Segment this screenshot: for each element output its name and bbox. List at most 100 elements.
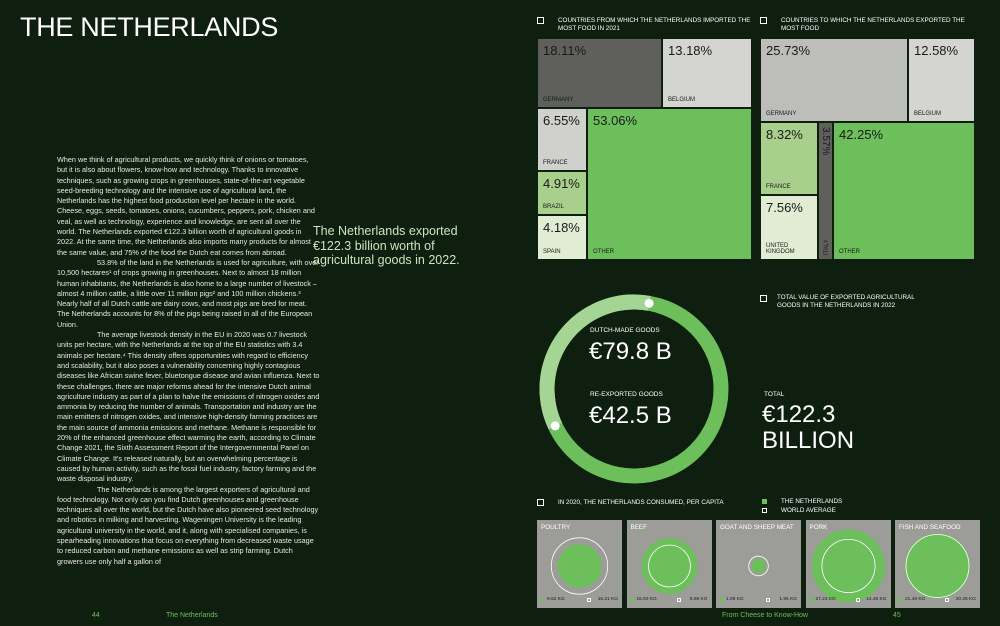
page-number: 44	[92, 612, 100, 619]
donut-marker	[550, 421, 560, 431]
cell-label: UNITED KINGDOM	[766, 243, 795, 255]
world-value: 1.96 KG	[779, 597, 797, 602]
cell-label: GERMANY	[766, 111, 797, 117]
legend-swatch	[587, 598, 591, 602]
netherlands-value: 27.23 KG	[815, 597, 836, 602]
panel-label: PORK	[809, 524, 828, 531]
legend-swatch	[766, 598, 770, 602]
world-circle	[820, 538, 876, 594]
paragraph: When we think of agricultural products, …	[57, 155, 315, 257]
cell-value: 4.91%	[543, 176, 580, 191]
circle-chart	[811, 529, 885, 603]
page-title: THE NETHERLANDS	[20, 12, 279, 42]
world-value: 8.98 KG	[689, 597, 708, 602]
treemap-cell: 7.56% UNITED KINGDOM	[760, 195, 818, 260]
icon	[537, 17, 544, 24]
circle-chart	[641, 538, 697, 594]
netherlands-circle	[641, 538, 697, 594]
cell-label: OTHER	[839, 249, 860, 255]
netherlands-value: 1.09 KG	[726, 597, 744, 602]
panel-label: BEEF	[630, 524, 647, 531]
total-label: TOTAL	[764, 391, 785, 398]
cell-value: 13.18%	[668, 43, 713, 58]
cell-value: 12.58%	[914, 43, 959, 58]
legend-label: THE NETHERLANDS	[781, 498, 843, 505]
cell-value: 42.25%	[839, 127, 884, 142]
total-value: €122.3 BILLION	[762, 401, 855, 454]
circle-chart	[550, 537, 609, 595]
running-title: From Cheese to Know-How	[722, 612, 808, 619]
donut-value: €42.5 B	[589, 402, 672, 429]
netherlands-circle	[905, 533, 970, 599]
legend-swatch	[676, 598, 681, 602]
treemap-cell: 25.73% GERMANY	[760, 38, 908, 122]
cell-value: 25.73%	[766, 43, 811, 58]
legend-swatch	[809, 598, 814, 602]
pull-quote: The Netherlands exported €122.3 billion …	[313, 224, 460, 267]
netherlands-circle	[811, 529, 885, 603]
legend-label: WORLD AVERAGE	[781, 507, 836, 514]
cell-label: BELGIUM	[914, 111, 942, 117]
legend-swatch	[630, 598, 635, 602]
cell-value: 4.18%	[543, 220, 580, 235]
world-value: 14.45 KG	[866, 597, 887, 602]
donut-value: €79.8 B	[589, 338, 672, 365]
circle-chart	[748, 555, 769, 577]
netherlands-circle	[557, 544, 602, 588]
cell-label: BELGIUM	[668, 97, 696, 103]
netherlands-value: 9.82 KG	[547, 597, 565, 602]
cell-label: GERMANY	[543, 97, 574, 103]
cell-value: 18.11%	[543, 43, 587, 58]
panel: GOAT AND SHEEP MEAT 1.09 KG 1.96 KG	[716, 520, 801, 608]
cell-value: 8.32%	[766, 127, 803, 142]
panel: PORK 27.23 KG 14.45 KG	[805, 520, 891, 608]
cell-value: 6.55%	[543, 113, 580, 128]
running-title: The Netherlands	[166, 612, 218, 619]
panel-label: GOAT AND SHEEP MEAT	[720, 524, 794, 531]
section-title: COUNTRIES TO WHICH THE NETHERLANDS EXPOR…	[781, 17, 965, 32]
section-title: IN 2020, THE NETHERLANDS CONSUMED, PER C…	[558, 499, 724, 506]
donut	[539, 294, 729, 484]
panel-label: FISH AND SEAFOOD	[899, 524, 961, 531]
panel-label: POULTRY	[541, 524, 571, 531]
legend-swatch	[762, 499, 767, 504]
body-text: When we think of agricultural products, …	[57, 155, 320, 567]
treemap-cell: 6.55% FRANCE	[537, 108, 587, 171]
treemap-cell: 4.91% BRAZIL	[537, 171, 587, 215]
world-circle	[647, 544, 691, 588]
panel: FISH AND SEAFOOD 21.48 KG 20.25 KG	[895, 520, 980, 608]
treemap-cell: 8.32% FRANCE	[760, 122, 818, 195]
treemap-cell: 3.57% ITALY	[818, 122, 833, 260]
legend-swatch	[899, 598, 903, 602]
cell-value: 53.06%	[593, 113, 638, 128]
cell-label: ITALY	[824, 239, 830, 255]
netherlands-circle	[751, 558, 766, 574]
world-circle	[905, 534, 970, 598]
cell-label: BRAZIL	[543, 204, 565, 210]
panel: BEEF 15.93 KG 8.98 KG	[626, 520, 712, 608]
paragraph: The Netherlands is among the largest exp…	[57, 484, 319, 566]
donut-segment	[539, 294, 729, 484]
paragraph: 53.8% of the land in the Netherlands is …	[57, 257, 319, 329]
world-circle	[748, 555, 769, 577]
treemap-cell: 42.25% OTHER	[833, 122, 975, 260]
treemap-cell: 18.11% GERMANY	[537, 38, 662, 108]
legend-swatch	[855, 598, 860, 602]
world-circle	[550, 537, 609, 595]
icon	[760, 295, 767, 302]
icon	[537, 499, 544, 506]
section-title: COUNTRIES FROM WHICH THE NETHERLANDS IMP…	[558, 17, 751, 32]
cell-label: SPAIN	[543, 249, 561, 255]
cell-value: 7.56%	[766, 200, 803, 215]
paragraph: The average livestock density in the EU …	[57, 330, 320, 484]
legend-swatch	[762, 508, 767, 513]
netherlands-value: 21.48 KG	[905, 597, 926, 602]
netherlands-value: 15.93 KG	[636, 597, 657, 602]
treemap-cell: 4.18% SPAIN	[537, 215, 587, 260]
world-value: 16.21 KG	[597, 597, 618, 602]
cell-value: 3.57%	[820, 127, 831, 156]
cell-label: OTHER	[593, 249, 614, 255]
icon	[760, 17, 767, 24]
panel: POULTRY 9.82 KG 16.21 KG	[537, 520, 622, 608]
